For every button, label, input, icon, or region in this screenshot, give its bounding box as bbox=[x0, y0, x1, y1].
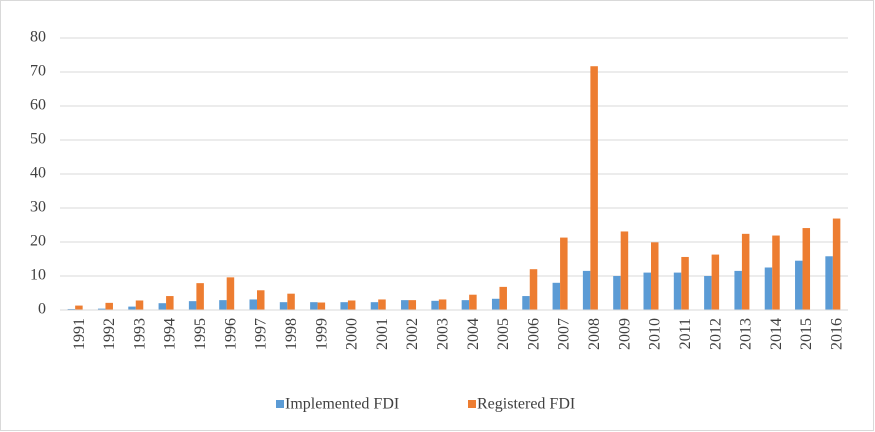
x-tick-label: 2008 bbox=[586, 318, 603, 350]
bar bbox=[135, 300, 144, 310]
y-tick-label: 40 bbox=[30, 165, 46, 182]
x-tick-label: 2007 bbox=[556, 318, 573, 350]
bar bbox=[438, 299, 447, 310]
y-tick-label: 10 bbox=[30, 267, 46, 284]
x-tick-label: 2016 bbox=[829, 318, 846, 350]
x-tick-label: 2012 bbox=[707, 318, 724, 350]
bar bbox=[681, 256, 689, 310]
bar bbox=[491, 298, 500, 310]
bar bbox=[166, 296, 174, 310]
bar bbox=[560, 237, 568, 310]
bar bbox=[795, 260, 803, 310]
bar bbox=[340, 302, 348, 310]
bar bbox=[226, 277, 235, 310]
x-tick-label: 2001 bbox=[374, 318, 391, 350]
x-tick-label: 2015 bbox=[798, 318, 815, 350]
x-tick-label: 2002 bbox=[404, 318, 421, 350]
bar bbox=[97, 308, 106, 310]
y-tick-label: 70 bbox=[30, 63, 46, 80]
x-tick-label: 2003 bbox=[435, 318, 452, 350]
x-tick-label: 1992 bbox=[101, 318, 118, 350]
x-tick-label: 2006 bbox=[525, 318, 542, 350]
bar bbox=[219, 300, 227, 310]
bar bbox=[529, 269, 538, 310]
x-tick-label: 1991 bbox=[71, 318, 88, 350]
bar bbox=[613, 276, 621, 310]
x-tick-label: 2014 bbox=[768, 318, 785, 350]
x-tick-label: 1997 bbox=[253, 318, 270, 350]
y-tick-label: 80 bbox=[30, 29, 46, 46]
x-tick-label: 1999 bbox=[313, 318, 330, 350]
x-tick-label: 2010 bbox=[647, 318, 664, 350]
x-tick-label: 1995 bbox=[192, 318, 209, 350]
bar bbox=[347, 300, 356, 310]
x-tick-label: 2011 bbox=[677, 318, 694, 349]
x-tick-label: 2009 bbox=[616, 318, 633, 350]
bar bbox=[582, 270, 591, 310]
bar bbox=[249, 299, 257, 310]
bar bbox=[651, 242, 659, 310]
x-tick-label: 2005 bbox=[495, 318, 512, 350]
bar bbox=[673, 272, 682, 310]
bar bbox=[310, 302, 318, 310]
x-tick-label: 2013 bbox=[738, 318, 755, 350]
legend-label: Implemented FDI bbox=[285, 396, 399, 413]
y-tick-label: 60 bbox=[30, 97, 46, 114]
bar bbox=[620, 231, 629, 310]
legend-label: Registered FDI bbox=[477, 396, 575, 413]
y-tick-label: 0 bbox=[38, 301, 46, 318]
x-tick-label: 1994 bbox=[162, 318, 179, 350]
bar bbox=[825, 256, 833, 310]
bar bbox=[158, 303, 167, 310]
legend-swatch bbox=[468, 400, 476, 408]
bar bbox=[401, 300, 409, 310]
bar bbox=[461, 300, 470, 310]
bar bbox=[408, 300, 417, 310]
bar bbox=[734, 270, 742, 310]
bar bbox=[317, 302, 326, 310]
bar bbox=[499, 286, 507, 310]
bar bbox=[643, 272, 651, 310]
bar bbox=[711, 254, 720, 310]
bar bbox=[772, 235, 780, 310]
bar bbox=[257, 290, 265, 310]
bar bbox=[75, 305, 83, 310]
x-tick-label: 1998 bbox=[283, 318, 300, 350]
y-tick-label: 20 bbox=[30, 233, 46, 250]
bar bbox=[764, 267, 773, 310]
bar bbox=[704, 276, 712, 310]
bar bbox=[378, 299, 386, 310]
bar bbox=[552, 282, 561, 310]
bar bbox=[802, 228, 811, 310]
x-tick-label: 2004 bbox=[465, 318, 482, 350]
bar bbox=[832, 218, 841, 310]
bar bbox=[128, 306, 136, 310]
bar bbox=[370, 302, 379, 310]
x-tick-label: 1993 bbox=[131, 318, 148, 350]
bar bbox=[105, 302, 113, 310]
y-tick-label: 50 bbox=[30, 131, 46, 148]
y-tick-label: 30 bbox=[30, 199, 46, 216]
bar bbox=[196, 283, 204, 310]
legend-swatch bbox=[276, 400, 284, 408]
bar bbox=[741, 233, 750, 310]
bar bbox=[287, 293, 295, 310]
x-tick-label: 2000 bbox=[344, 318, 361, 350]
bar bbox=[67, 308, 76, 310]
bar bbox=[590, 66, 598, 310]
bar bbox=[279, 302, 288, 310]
bar bbox=[431, 300, 439, 310]
x-tick-label: 1996 bbox=[222, 318, 239, 350]
bar bbox=[469, 294, 477, 310]
bar bbox=[188, 301, 197, 310]
bar bbox=[522, 296, 530, 310]
